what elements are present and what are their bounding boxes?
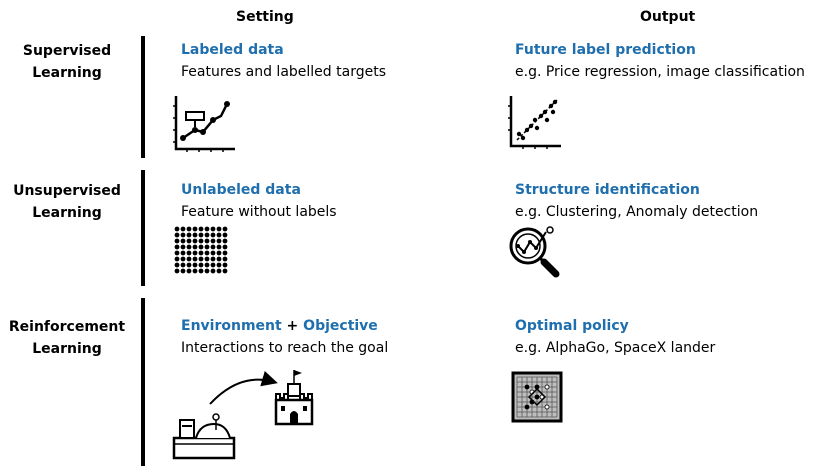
row-divider-supervised: [141, 36, 145, 158]
plus-sign: +: [281, 318, 304, 334]
unsupervised-output-desc: e.g. Clustering, Anomaly detection: [515, 204, 759, 220]
environment-label: Environment: [181, 318, 282, 334]
go-board-icon: [511, 371, 563, 423]
line-chart-icon: [173, 96, 235, 152]
row-label-supervised: Supervised Learning: [22, 43, 112, 81]
objective-label: Objective: [303, 318, 378, 334]
supervised-output-title: Future label prediction: [515, 42, 696, 58]
output-header: Output: [640, 9, 696, 25]
supervised-setting-title: Labeled data: [181, 42, 284, 58]
row-label-unsupervised: Unsupervised Learning: [13, 183, 121, 221]
unsupervised-output-title: Structure identification: [515, 182, 700, 198]
reinforcement-output-title: Optimal policy: [515, 318, 629, 334]
unsupervised-setting-title: Unlabeled data: [181, 182, 301, 198]
knight-to-castle-icon: [172, 370, 314, 460]
row-divider-unsupervised: [141, 170, 145, 286]
dot-grid-icon: [174, 226, 228, 274]
row-label-reinforcement: Reinforcement Learning: [8, 319, 126, 357]
row-divider-reinforcement: [141, 298, 145, 466]
setting-header: Setting: [236, 9, 294, 25]
unsupervised-setting-desc: Feature without labels: [181, 204, 337, 220]
magnifier-icon: [509, 226, 560, 278]
reinforcement-setting-desc: Interactions to reach the goal: [181, 340, 389, 356]
reinforcement-output-desc: e.g. AlphaGo, SpaceX lander: [515, 340, 716, 356]
supervised-setting-desc: Features and labelled targets: [181, 64, 386, 80]
supervised-output-desc: e.g. Price regression, image classificat…: [515, 64, 805, 80]
scatter-plot-icon: [508, 96, 561, 149]
reinforcement-setting-title: Environment + Objective: [181, 318, 378, 334]
